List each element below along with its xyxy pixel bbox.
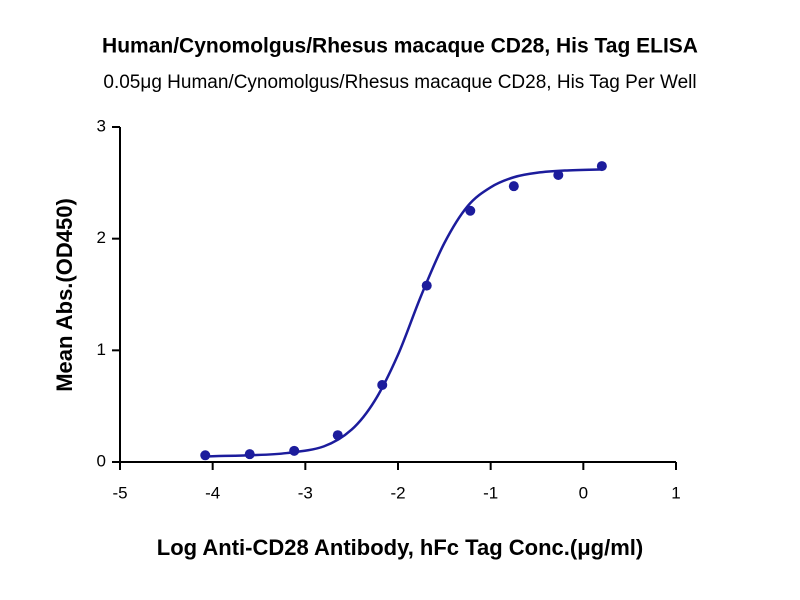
- chart-title: Human/Cynomolgus/Rhesus macaque CD28, Hi…: [102, 35, 698, 58]
- y-tick-label: 3: [97, 116, 106, 135]
- data-point: [465, 205, 476, 216]
- y-tick-label: 2: [97, 228, 106, 247]
- data-point: [200, 450, 211, 461]
- chart-subtitle: 0.05μg Human/Cynomolgus/Rhesus macaque C…: [103, 72, 696, 93]
- x-tick-label: -2: [390, 483, 405, 502]
- y-axis-label: Mean Abs.(OD450): [52, 198, 77, 392]
- data-point: [377, 379, 388, 390]
- x-tick-label: 0: [579, 483, 588, 502]
- data-point: [332, 430, 343, 441]
- x-axis-label: Log Anti-CD28 Antibody, hFc Tag Conc.(μg…: [157, 535, 643, 560]
- y-tick-label: 1: [97, 340, 106, 359]
- x-tick-label: -1: [483, 483, 498, 502]
- data-point: [596, 161, 607, 172]
- x-tick-label: -5: [112, 483, 127, 502]
- data-point: [553, 170, 564, 181]
- x-tick-label: -3: [298, 483, 313, 502]
- fit-curve: [203, 168, 602, 458]
- data-point: [508, 181, 519, 192]
- data-point: [421, 280, 432, 291]
- data-point: [244, 449, 255, 460]
- x-tick-label: 1: [671, 483, 680, 502]
- data-point: [289, 445, 300, 456]
- y-tick-label: 0: [97, 451, 106, 470]
- x-tick-label: -4: [205, 483, 220, 502]
